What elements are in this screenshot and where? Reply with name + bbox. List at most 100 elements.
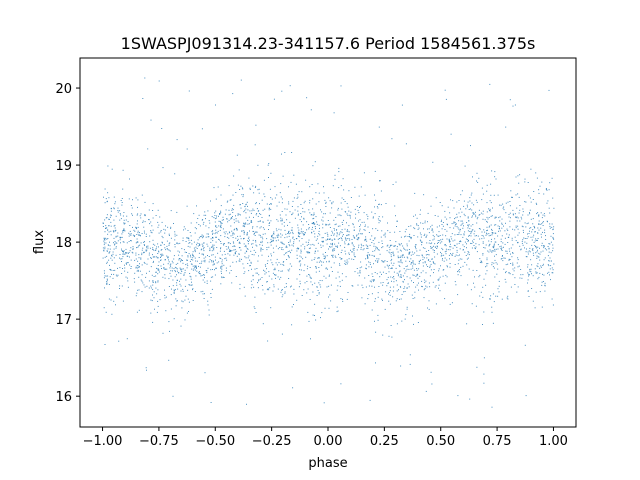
data-point <box>146 272 147 274</box>
data-point <box>534 226 535 228</box>
data-point <box>324 213 326 215</box>
data-point <box>529 227 531 229</box>
data-point <box>224 243 225 245</box>
data-point <box>336 235 338 237</box>
data-point <box>394 231 396 233</box>
data-point <box>152 210 154 211</box>
data-point <box>374 170 376 172</box>
data-point <box>432 231 434 233</box>
data-point <box>113 196 115 198</box>
data-point <box>247 248 249 250</box>
data-point <box>125 276 127 278</box>
data-point <box>140 257 142 259</box>
data-point <box>309 299 311 300</box>
data-point <box>270 244 272 246</box>
data-point <box>238 253 240 255</box>
data-point <box>248 255 250 257</box>
data-point <box>384 260 386 262</box>
data-point <box>143 230 145 232</box>
data-point <box>206 282 208 284</box>
data-point <box>479 258 481 260</box>
data-point <box>488 217 490 218</box>
data-point <box>130 233 132 235</box>
data-point <box>383 234 385 236</box>
data-point <box>496 273 498 275</box>
data-point <box>268 289 270 291</box>
data-point <box>516 291 518 293</box>
data-point <box>449 243 451 245</box>
data-point <box>331 243 333 245</box>
data-point <box>229 232 231 234</box>
data-point <box>449 227 451 229</box>
data-point <box>384 232 386 234</box>
data-point <box>348 253 350 255</box>
data-point <box>531 288 533 289</box>
data-point <box>207 210 209 212</box>
data-point <box>133 236 135 237</box>
data-point <box>391 267 393 269</box>
data-point <box>340 215 342 217</box>
data-point <box>495 295 497 297</box>
data-point <box>190 276 192 278</box>
data-point <box>246 201 248 203</box>
data-point <box>230 250 232 252</box>
data-point <box>345 253 347 255</box>
data-point <box>282 243 284 245</box>
data-point <box>239 288 241 290</box>
data-point <box>425 285 427 287</box>
data-point <box>534 240 536 242</box>
data-point <box>286 236 288 238</box>
data-point <box>243 230 245 232</box>
data-point <box>505 272 506 274</box>
data-point <box>533 225 535 227</box>
data-point <box>552 237 554 239</box>
data-point <box>202 223 204 225</box>
data-point <box>274 237 276 239</box>
data-point <box>447 206 449 208</box>
data-point <box>299 232 301 234</box>
data-point <box>304 248 306 250</box>
data-point <box>305 241 307 243</box>
data-point <box>140 217 142 219</box>
data-point <box>382 216 384 218</box>
data-point <box>486 232 487 234</box>
data-point <box>329 200 331 202</box>
data-point <box>481 261 483 263</box>
data-point <box>240 238 242 240</box>
data-point <box>404 272 406 274</box>
data-point <box>341 249 343 251</box>
data-point <box>157 289 159 291</box>
data-point <box>396 226 397 227</box>
data-point <box>486 221 488 223</box>
data-point <box>389 240 391 241</box>
data-point <box>226 201 228 203</box>
data-point <box>277 220 279 222</box>
data-point <box>337 238 339 240</box>
data-point <box>160 259 161 261</box>
data-point <box>298 286 300 288</box>
data-point <box>360 243 362 245</box>
data-point <box>390 262 392 264</box>
data-point <box>519 174 521 176</box>
data-point <box>415 248 417 250</box>
data-point <box>349 215 351 217</box>
data-point <box>453 207 455 209</box>
data-point <box>381 298 383 300</box>
data-point <box>387 230 389 232</box>
data-point <box>296 197 298 199</box>
data-point <box>524 201 526 203</box>
data-point <box>498 280 500 282</box>
data-point <box>333 219 335 221</box>
data-point <box>400 255 402 257</box>
data-point <box>194 232 196 234</box>
data-point <box>341 208 343 210</box>
data-point <box>419 232 421 234</box>
data-point <box>184 272 186 274</box>
data-point <box>337 207 339 209</box>
data-point <box>373 263 374 265</box>
data-point <box>494 176 496 178</box>
data-point <box>470 231 472 233</box>
data-point <box>132 246 134 248</box>
data-point <box>364 226 366 227</box>
data-point <box>142 282 144 284</box>
